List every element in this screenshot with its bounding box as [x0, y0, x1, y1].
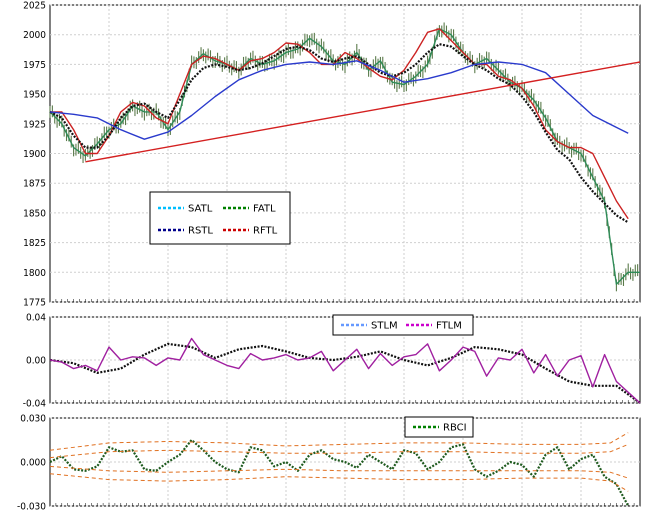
series-band-upper-inner — [49, 443, 629, 459]
legend-label: RSTL — [188, 226, 213, 237]
legend-box — [332, 314, 474, 336]
series-satl — [49, 60, 629, 140]
series-rstl — [49, 43, 629, 224]
y-tick-label: 0.04 — [26, 313, 46, 324]
series-band-lower-inner — [49, 465, 629, 479]
y-tick-label: 1900 — [23, 149, 46, 160]
y-tick-label: 1925 — [23, 119, 46, 130]
series-ftlm — [49, 337, 641, 404]
y-tick-label: -0.04 — [23, 399, 47, 410]
y-tick-label: 1775 — [23, 298, 46, 309]
series-band-lower-outer — [49, 473, 629, 492]
legend-label: FATL — [253, 204, 276, 215]
series-lines — [49, 28, 641, 507]
series-rbci — [49, 438, 630, 507]
gridlines — [49, 4, 641, 507]
y-tick-label: 1975 — [23, 60, 46, 71]
tick-labels: 2025 2000 1975 1950 1925 1900 1875 1850 1825 1800… — [17, 1, 46, 513]
y-tick-label: 0.00 — [26, 356, 46, 367]
y-tick-label: 0.000 — [20, 458, 46, 469]
series-trendline — [85, 61, 641, 163]
y-tick-label: 1850 — [23, 208, 46, 219]
legends: SATL FATL RSTL RFTL STLM FTLM RBCI — [149, 191, 474, 438]
y-tick-label: 1825 — [23, 238, 46, 249]
legend-box — [149, 191, 291, 245]
series-rftl — [50, 28, 629, 220]
series-stlm — [49, 342, 641, 404]
legend-label: FTLM — [436, 321, 462, 332]
legend-label: STLM — [371, 321, 398, 332]
series-fatl — [49, 28, 640, 285]
y-tick-label: 0.030 — [20, 414, 46, 425]
y-tick-label: 1875 — [23, 179, 46, 190]
legend-label: SATL — [188, 204, 213, 215]
y-tick-label: 1800 — [23, 268, 46, 279]
y-tick-label: 2000 — [23, 30, 46, 41]
legend-label: RFTL — [253, 226, 278, 237]
y-tick-label: 1950 — [23, 90, 46, 101]
legend-label: RBCI — [443, 423, 467, 434]
y-tick-label: -0.030 — [17, 502, 46, 513]
y-tick-label: 2025 — [23, 1, 46, 12]
series-band-upper-outer — [49, 432, 629, 451]
